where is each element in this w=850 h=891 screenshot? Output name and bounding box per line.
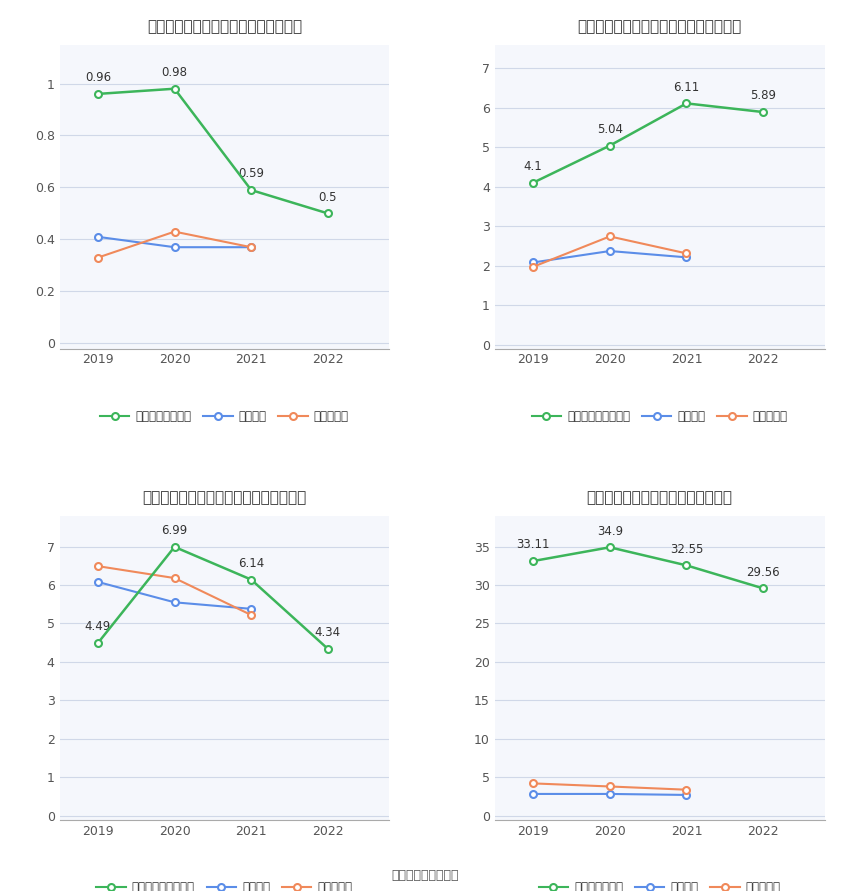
Text: 6.99: 6.99 bbox=[162, 524, 188, 537]
Legend: 公司总资产周转率, 行业均值, 行业中位数: 公司总资产周转率, 行业均值, 行业中位数 bbox=[95, 405, 354, 428]
Text: 0.96: 0.96 bbox=[85, 71, 110, 84]
Title: 阳光诺和历年应收账款周转率情况（次）: 阳光诺和历年应收账款周转率情况（次） bbox=[142, 490, 307, 505]
Legend: 公司固定资产周转率, 行业均值, 行业中位数: 公司固定资产周转率, 行业均值, 行业中位数 bbox=[527, 405, 792, 428]
Text: 34.9: 34.9 bbox=[597, 525, 623, 537]
Text: 5.89: 5.89 bbox=[751, 89, 776, 102]
Text: 0.98: 0.98 bbox=[162, 66, 188, 79]
Legend: 公司存货周转率, 行业均值, 行业中位数: 公司存货周转率, 行业均值, 行业中位数 bbox=[534, 877, 785, 891]
Text: 0.5: 0.5 bbox=[319, 191, 337, 204]
Title: 阳光诺和历年固定资产周转率情况（次）: 阳光诺和历年固定资产周转率情况（次） bbox=[577, 19, 742, 34]
Text: 数据来源：恒生聚源: 数据来源：恒生聚源 bbox=[391, 869, 459, 882]
Text: 6.11: 6.11 bbox=[673, 81, 700, 94]
Text: 32.55: 32.55 bbox=[670, 543, 703, 556]
Text: 5.04: 5.04 bbox=[597, 123, 623, 136]
Title: 阳光诺和历年总资产周转率情况（次）: 阳光诺和历年总资产周转率情况（次） bbox=[147, 19, 302, 34]
Text: 4.49: 4.49 bbox=[85, 620, 111, 634]
Text: 6.14: 6.14 bbox=[238, 557, 264, 570]
Text: 29.56: 29.56 bbox=[746, 566, 780, 578]
Text: 33.11: 33.11 bbox=[516, 538, 550, 552]
Text: 0.59: 0.59 bbox=[238, 168, 264, 180]
Text: 4.34: 4.34 bbox=[314, 626, 341, 639]
Text: 4.1: 4.1 bbox=[524, 160, 542, 173]
Legend: 公司应收账款周转率, 行业均值, 行业中位数: 公司应收账款周转率, 行业均值, 行业中位数 bbox=[92, 877, 357, 891]
Title: 阳光诺和历年存货周转率情况（次）: 阳光诺和历年存货周转率情况（次） bbox=[586, 490, 733, 505]
